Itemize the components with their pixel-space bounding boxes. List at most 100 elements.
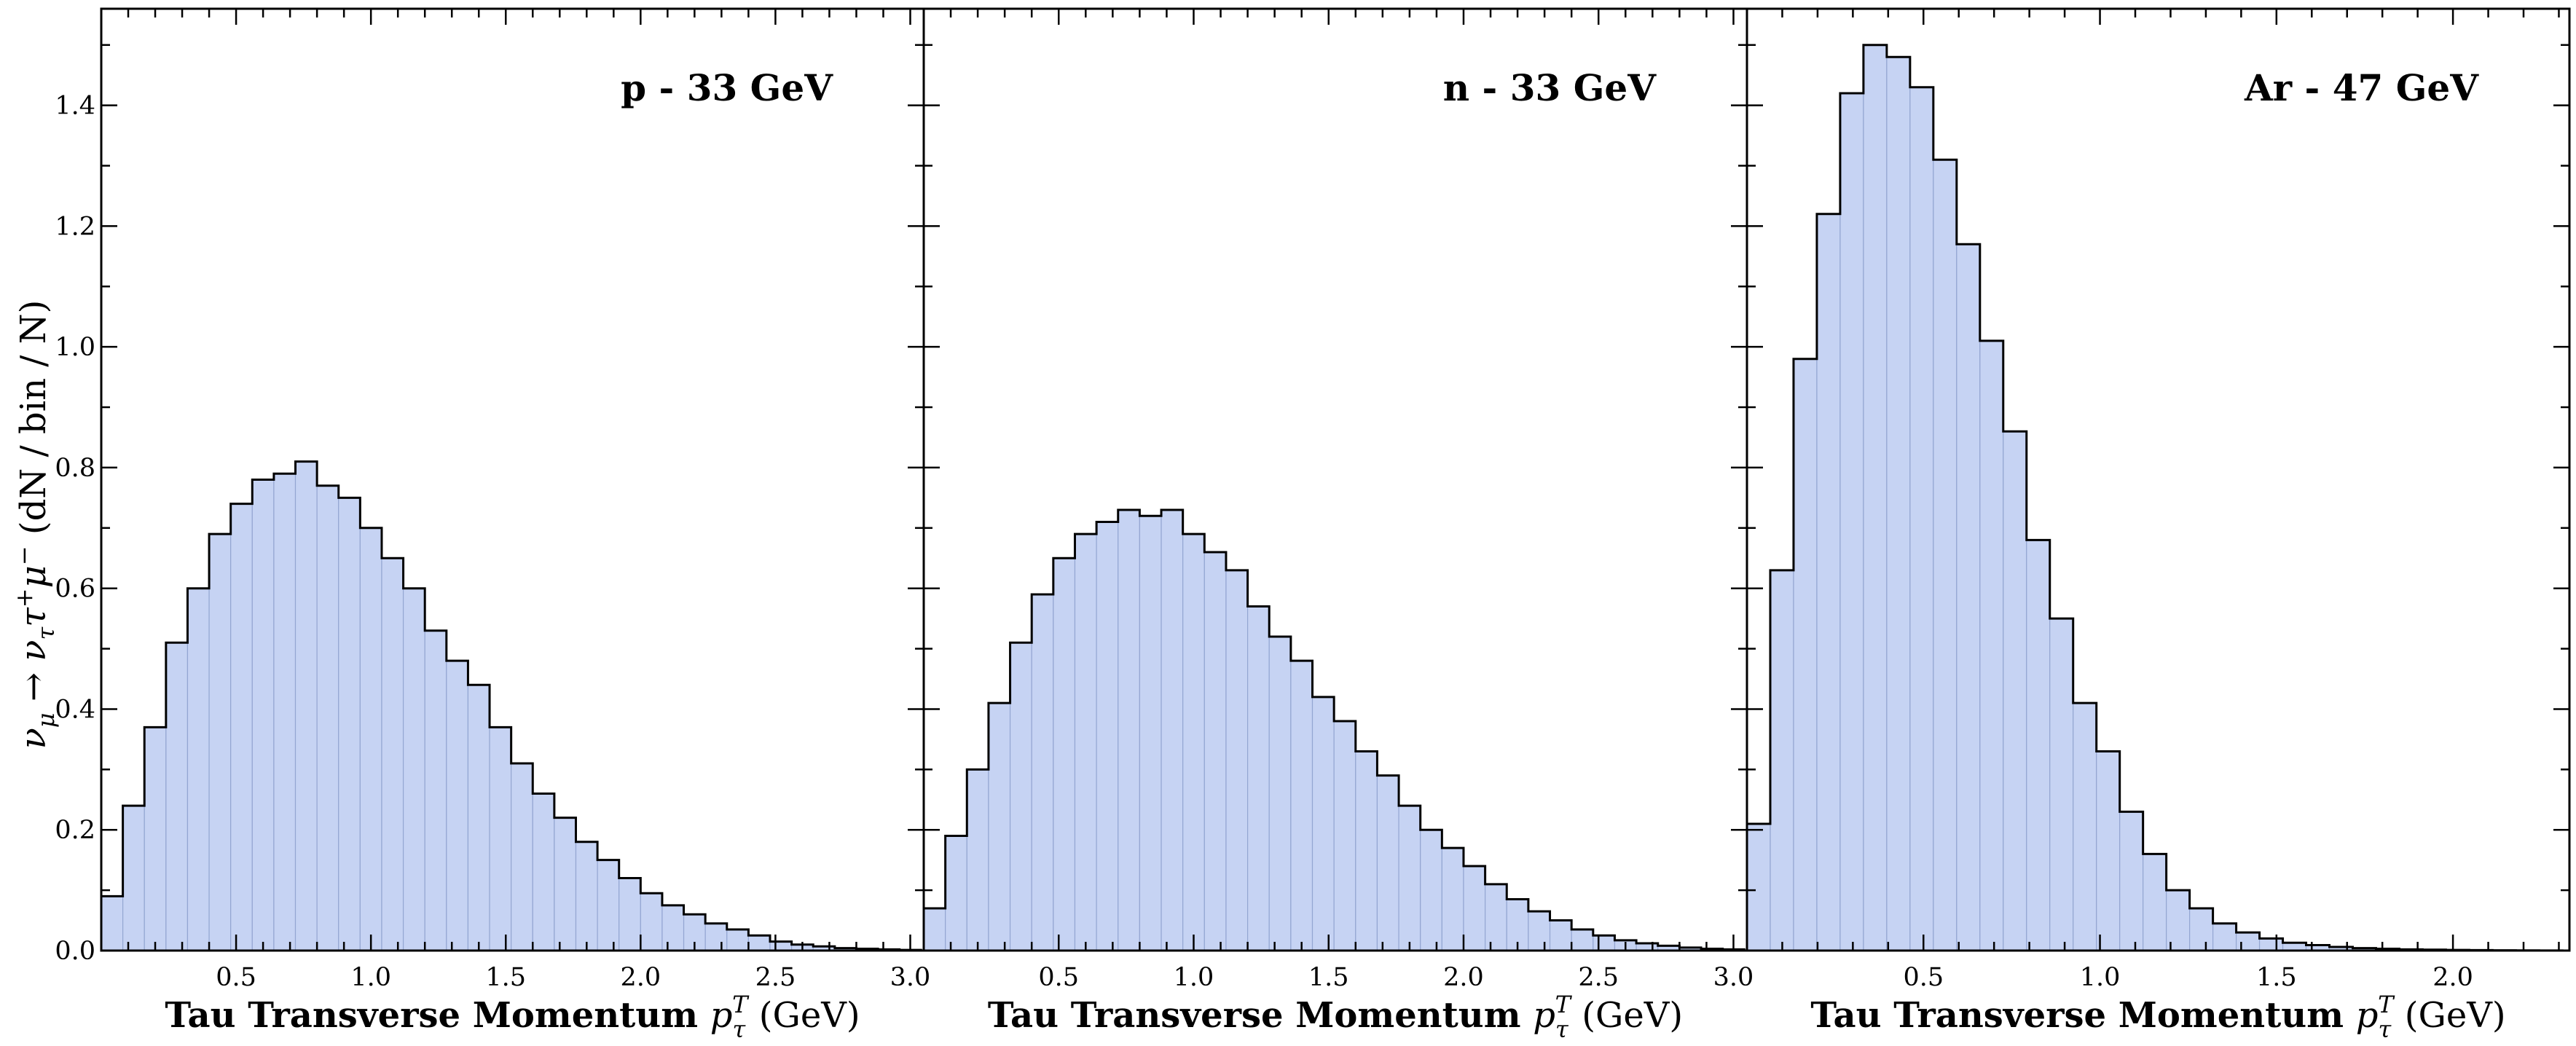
histogram-outline — [922, 508, 1746, 951]
histogram-bar — [251, 479, 275, 951]
histogram-bar — [1031, 594, 1054, 951]
histogram-bar — [489, 726, 512, 951]
panel-title: p - 33 GeV — [621, 66, 833, 109]
histogram-bar — [1182, 533, 1205, 951]
histogram-bar — [554, 817, 577, 951]
y-axis-label: νμ → νττ+μ− (dN / bin / N) — [10, 300, 60, 750]
histogram-bar — [1268, 636, 1292, 951]
histogram-bar — [1463, 865, 1486, 951]
histogram-bar — [1398, 805, 1421, 951]
x-tick-label: 1.0 — [350, 963, 391, 992]
histogram-bar — [1485, 884, 1507, 951]
histogram-bar — [2235, 932, 2261, 951]
histogram-bar — [769, 940, 793, 951]
histogram-bar — [1118, 509, 1140, 951]
histogram-bar — [1053, 557, 1076, 951]
histogram-bar — [923, 908, 946, 951]
histogram-bar — [1746, 823, 1771, 951]
panel-2: 0.5 1.0 1.5 2.0 2.5 3.0 n - 33 GeV Tau Transver… — [922, 7, 1754, 1043]
histogram-bar — [726, 929, 749, 951]
x-tick-label: 0.5 — [1903, 963, 1944, 992]
histogram-bar — [1074, 533, 1097, 951]
y-tick-label: 0.0 — [55, 937, 95, 966]
histogram-bar — [1770, 570, 1794, 951]
histogram-bar — [2166, 889, 2191, 951]
histogram-bar — [1225, 570, 1249, 951]
histogram-bar — [640, 892, 663, 951]
histogram-bar — [661, 905, 685, 951]
histogram-bar — [619, 877, 641, 951]
histogram-bar — [338, 497, 361, 951]
histogram-bar — [294, 461, 318, 951]
histogram-bar — [1420, 829, 1442, 951]
x-tick-label: 3.0 — [1713, 963, 1754, 992]
histogram-bar — [2258, 937, 2284, 951]
histogram-bar — [1839, 93, 1864, 951]
histogram-bar — [1816, 213, 1841, 951]
x-tick-label: 2.0 — [1443, 963, 1484, 992]
histogram-bar — [1863, 44, 1888, 951]
histogram-bar — [532, 793, 555, 951]
histogram-bar — [597, 860, 620, 951]
y-tick-label: 1.0 — [55, 333, 95, 362]
histogram-bar — [424, 630, 447, 951]
histogram-outline — [100, 460, 922, 951]
histogram-bar — [1933, 159, 1957, 951]
histogram-bar — [208, 533, 232, 951]
x-tick-label: 1.5 — [485, 963, 526, 992]
histogram-bar — [747, 935, 771, 951]
histogram-bar — [1355, 750, 1378, 951]
y-tick-label: 1.4 — [55, 92, 95, 121]
histogram-bar — [186, 588, 210, 951]
panel-frame — [1746, 7, 2571, 952]
x-tick-label: 0.5 — [216, 963, 256, 992]
x-axis-label: Tau Transverse Momentum pτT (GeV) — [988, 991, 1683, 1043]
panel-1: 0.5 1.0 1.5 2.0 2.5 3.0 0.0 0.2 0.4 0.6 0.8 1.0 1.2 1… — [55, 7, 931, 1043]
x-tick-label: 2.5 — [755, 963, 796, 992]
histogram-bar — [1549, 919, 1572, 951]
histogram-bar — [1290, 660, 1313, 951]
x-tick-label: 1.5 — [1308, 963, 1349, 992]
histogram-bar — [1979, 340, 2004, 951]
histogram-bar — [273, 473, 297, 951]
histogram-bar — [1203, 551, 1227, 951]
y-tick-label: 0.2 — [55, 816, 95, 845]
histogram-bar — [467, 684, 490, 951]
histogram-bar — [402, 588, 425, 951]
x-tick-label: 3.0 — [890, 963, 931, 992]
histogram-bar — [945, 835, 967, 951]
histogram-bar — [1333, 720, 1356, 951]
x-tick-label: 1.5 — [2256, 963, 2297, 992]
histogram-bar — [704, 923, 728, 951]
histogram-bar — [101, 895, 124, 951]
histogram-bar — [966, 768, 989, 951]
histogram-bar — [230, 503, 253, 951]
histogram-bar — [2119, 811, 2144, 951]
x-axis-label: Tau Transverse Momentum pτT (GeV) — [1810, 991, 2505, 1043]
y-tick-label: 0.6 — [55, 575, 95, 604]
x-tick-label: 1.0 — [2080, 963, 2121, 992]
x-tick-label: 2.0 — [2432, 963, 2473, 992]
panel-title: Ar - 47 GeV — [2244, 66, 2479, 109]
histogram-bar — [2212, 923, 2237, 951]
histogram-bar — [122, 805, 145, 951]
histogram-bar — [316, 485, 339, 951]
x-tick-label: 1.0 — [1174, 963, 1214, 992]
x-tick-label: 0.5 — [1038, 963, 1079, 992]
histogram-bar — [1096, 521, 1119, 951]
histogram-bar — [1246, 605, 1270, 951]
x-tick-label: 2.5 — [1578, 963, 1619, 992]
histogram-bar — [2189, 908, 2214, 951]
histogram-bar — [381, 557, 404, 951]
histogram-bar — [1593, 935, 1616, 951]
histogram-bar — [144, 726, 167, 951]
histogram-bar — [446, 660, 469, 951]
panel-3: 0.5 1.0 1.5 2.0 Ar - 47 GeV Tau Transverse Mo… — [1746, 7, 2571, 1043]
histogram-bar — [1139, 515, 1162, 951]
y-tick-label: 0.8 — [55, 454, 95, 483]
histogram-bar — [1376, 775, 1399, 951]
histogram-bar — [2026, 539, 2051, 951]
histogram-bar — [1909, 87, 1934, 951]
histogram-bar — [575, 841, 598, 951]
histogram-bar — [1793, 358, 1818, 951]
